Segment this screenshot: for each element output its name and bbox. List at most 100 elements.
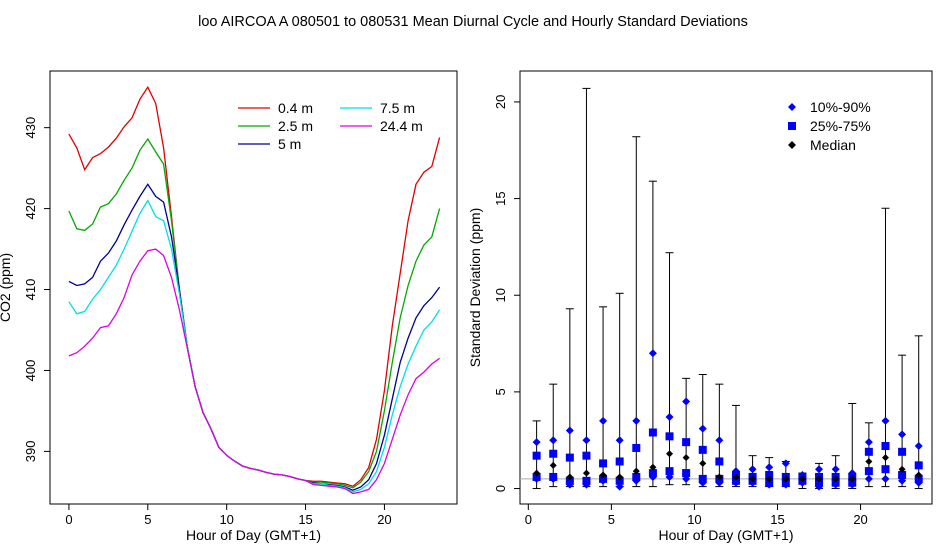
- legend-label: 2.5 m: [278, 118, 313, 134]
- median-marker: [599, 471, 607, 479]
- median-marker: [566, 473, 574, 481]
- right-y-axis-label: Standard Deviation (ppm): [467, 208, 483, 368]
- legend-marker: [788, 122, 796, 130]
- p25-marker: [864, 467, 873, 476]
- p90-marker: [765, 463, 774, 472]
- p75-marker: [532, 451, 541, 460]
- p25-marker: [632, 472, 641, 481]
- p75-marker: [665, 432, 674, 441]
- legend-marker: [788, 103, 796, 111]
- legend-label: Median: [810, 137, 856, 153]
- p90-marker: [682, 397, 691, 406]
- median-marker: [666, 450, 674, 458]
- p90-marker: [532, 438, 541, 447]
- p90-marker: [881, 416, 890, 425]
- median-marker: [533, 469, 541, 477]
- left-x-tick-label: 10: [219, 512, 233, 527]
- p90-marker: [898, 430, 907, 439]
- p25-marker: [582, 476, 591, 485]
- p25-marker: [615, 476, 624, 485]
- p25-marker: [599, 474, 608, 483]
- p25-marker: [781, 478, 790, 487]
- left-panel: 0 5 10 15 20 390 400 410 420 430 Hour of Day (GMT+…: [0, 70, 458, 543]
- p90-marker: [748, 465, 757, 474]
- p25-marker: [914, 474, 923, 483]
- left-y-tick-label: 430: [23, 117, 38, 139]
- median-marker: [582, 469, 590, 477]
- median-marker: [715, 473, 723, 481]
- p75-marker: [549, 449, 558, 458]
- p90-marker: [599, 416, 608, 425]
- right-y-tick-label: 10: [493, 288, 508, 302]
- p25-marker: [881, 465, 890, 474]
- p90-marker: [815, 465, 824, 474]
- median-marker: [632, 467, 640, 475]
- p75-marker: [615, 457, 624, 466]
- median-marker: [915, 471, 923, 479]
- p90-marker: [781, 459, 790, 468]
- series-line-0-4-m: [68, 85, 441, 487]
- p90-marker: [632, 416, 641, 425]
- p10-marker: [864, 474, 873, 483]
- legend-label: 24.4 m: [380, 118, 423, 134]
- p75-marker: [599, 459, 608, 468]
- figure-title: loo AIRCOA A 080501 to 080531 Mean Diurn…: [198, 14, 748, 30]
- p25-marker: [765, 478, 774, 487]
- p10-marker: [881, 474, 890, 483]
- p75-marker: [715, 457, 724, 466]
- right-y-tick-label: 15: [493, 191, 508, 205]
- p25-marker: [565, 476, 574, 485]
- legend-label: 7.5 m: [380, 100, 415, 116]
- median-marker: [782, 475, 790, 483]
- p75-marker: [632, 443, 641, 452]
- left-x-tick-label: 5: [144, 512, 151, 527]
- p25-marker: [549, 472, 558, 481]
- left-x-tick-label: 20: [377, 512, 391, 527]
- median-marker: [549, 461, 557, 469]
- right-y-tick-label: 20: [493, 95, 508, 109]
- median-marker: [815, 475, 823, 483]
- right-x-tick-label: 10: [687, 512, 701, 527]
- p25-marker: [665, 467, 674, 476]
- p75-marker: [682, 438, 691, 447]
- p75-marker: [898, 447, 907, 456]
- right-x-tick-label: 0: [525, 512, 532, 527]
- right-panel: 0 5 10 15 20 0 5 10 15 20 Hour of Day (GMT+1) Stand…: [467, 70, 933, 543]
- p75-marker: [582, 451, 591, 460]
- left-x-tick-label: 15: [298, 512, 312, 527]
- left-plot-frame: [49, 70, 458, 505]
- p25-marker: [831, 478, 840, 487]
- p25-marker: [848, 478, 857, 487]
- right-x-axis-label: Hour of Day (GMT+1): [659, 527, 794, 543]
- median-marker: [616, 473, 624, 481]
- right-x-tick-label: 15: [770, 512, 784, 527]
- left-y-tick-label: 410: [23, 279, 38, 301]
- median-marker: [765, 475, 773, 483]
- p25-marker: [898, 471, 907, 480]
- p25-marker: [731, 476, 740, 485]
- left-y-axis-label: CO2 (ppm): [0, 253, 13, 322]
- p25-marker: [532, 472, 541, 481]
- p90-marker: [549, 436, 558, 445]
- median-marker: [699, 459, 707, 467]
- legend-label: 5 m: [278, 136, 301, 152]
- legend-marker: [788, 141, 796, 149]
- median-marker: [898, 465, 906, 473]
- p75-marker: [765, 471, 774, 480]
- p90-marker: [831, 465, 840, 474]
- median-marker: [848, 475, 856, 483]
- p90-marker: [648, 349, 657, 358]
- right-y-tick-label: 5: [493, 388, 508, 395]
- p90-marker: [665, 413, 674, 422]
- p90-marker: [582, 436, 591, 445]
- p75-marker: [698, 445, 707, 454]
- median-marker: [732, 473, 740, 481]
- p90-marker: [565, 426, 574, 435]
- p25-marker: [682, 469, 691, 478]
- series-line-24-4-m: [68, 248, 440, 495]
- right-x-tick-label: 20: [853, 512, 867, 527]
- median-marker: [682, 454, 690, 462]
- p75-marker: [648, 428, 657, 437]
- median-marker: [865, 457, 873, 465]
